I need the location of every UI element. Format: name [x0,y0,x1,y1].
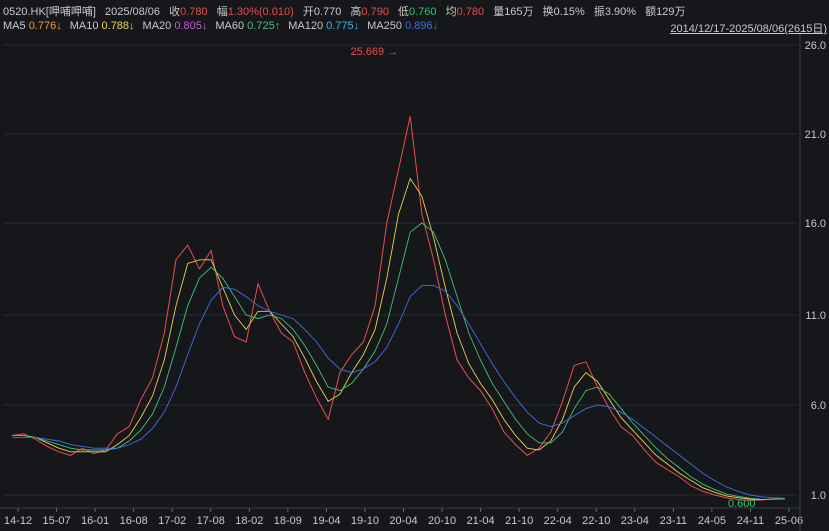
x-tick-label: 24-11 [737,515,764,527]
x-tick-label: 17-08 [197,515,225,527]
x-tick-label: 23-11 [660,515,687,527]
ma-legend-item: MA250 0.896↓ [367,20,439,32]
change-pct: 幅1.30%(0.010) [216,6,294,18]
ma-slow-line [12,285,786,499]
x-tick-label: 14-12 [4,515,32,527]
x-tick-label: 18-09 [274,515,302,527]
ma-legend-item: MA120 0.775↓ [288,20,360,32]
x-tick-label: 20-10 [428,515,456,527]
chart-annotations: 25.669 → 0.600 [351,46,756,510]
date-range-selector[interactable]: 2014/12/17-2025/08/06(2615日) [670,23,827,35]
volume: 量165万 [493,6,534,18]
high-price: 高0.790 [350,6,389,18]
amplitude: 振3.90% [593,6,637,18]
ma-mid-line [12,222,786,500]
stock-code: 0520.HK[呷哺呷哺] [3,6,96,18]
ma-legend-item: MA20 0.805↓ [142,20,208,32]
open-price: 开0.770 [302,6,342,18]
low-price-annotation: 0.600 [728,498,756,510]
ma-legend: MA5 0.776↓ MA10 0.788↓ MA20 0.805↓ MA60 0.7… [3,20,446,32]
y-tick-label: 6.0 [811,400,826,412]
amount: 额129万 [645,6,686,18]
chart-grid [4,44,797,496]
close-price: 收0.780 [169,6,208,18]
low-price: 低0.760 [398,6,437,18]
avg-price: 均0.780 [445,6,485,18]
chart-lines [11,116,786,501]
quote-header: 0520.HK[呷哺呷哺] 2025/08/06 收0.780 幅1.30%(0… [3,3,692,19]
turnover: 换0.15% [542,6,585,18]
x-tick-label: 24-05 [698,515,726,527]
x-tick-label: 18-02 [235,515,263,527]
high-price-annotation: 25.669 → [351,46,399,58]
x-tick-label: 17-02 [158,515,186,527]
x-tick-label: 16-08 [120,515,148,527]
y-tick-label: 16.0 [805,218,826,230]
x-tick-label: 16-01 [81,515,109,527]
y-tick-label: 21.0 [805,129,826,141]
x-tick-label: 23-04 [621,515,649,527]
y-tick-label: 1.0 [811,490,826,502]
x-tick-label: 20-04 [389,515,417,527]
quote-date: 2025/08/06 [104,6,161,18]
ma-legend-item: MA10 0.788↓ [69,20,135,32]
x-tick-label: 21-10 [505,515,533,527]
x-tick-label: 22-04 [544,515,572,527]
x-tick-label: 15-07 [42,515,70,527]
price-line [11,116,785,501]
ma-legend-item: MA5 0.776↓ [3,20,62,32]
ma-legend-item: MA60 0.725↑ [215,20,281,32]
x-tick-label: 21-04 [467,515,495,527]
x-tick-label: 19-10 [351,515,379,527]
x-tick-label: 25-06 [775,515,803,527]
y-tick-label: 11.0 [805,310,826,322]
y-axis: 26.0 21.0 16.0 11.0 6.0 1.0 [805,40,826,502]
y-tick-label: 26.0 [805,40,826,52]
x-tick-label: 22-10 [582,515,610,527]
x-tick-label: 19-04 [312,515,340,527]
x-axis: 14-12 15-07 16-01 16-08 17-02 17-08 18-02 18-09… [0,30,803,531]
ma-fast-line [12,177,786,501]
